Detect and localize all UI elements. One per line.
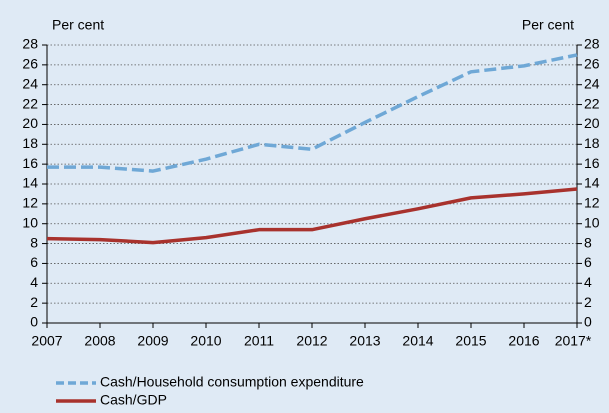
y-tick-label: 18 [22,135,38,151]
y-tick-label: 6 [30,254,38,270]
y-tick-label: 10 [22,214,38,230]
x-tick-label: 2015 [455,333,486,349]
y-tick-label: 22 [22,95,38,111]
y-tick-label: 14 [22,175,38,191]
y2-tick-label: 12 [584,195,600,211]
y2-tick-label: 24 [584,75,600,91]
y-tick-label: 12 [22,195,38,211]
y2-tick-label: 8 [584,234,592,250]
y-tick-label: 20 [22,115,38,131]
y-axis-label: Per cent [52,17,104,33]
x-tick-label: 2012 [296,333,327,349]
y2-tick-label: 0 [584,314,592,330]
x-tick-label: 2009 [137,333,168,349]
y-tick-label: 2 [30,294,38,310]
x-tick-label: 2013 [349,333,380,349]
y2-tick-label: 18 [584,135,600,151]
x-tick-label: 2008 [84,333,115,349]
y2-tick-label: 16 [584,155,600,171]
y2-tick-label: 20 [584,115,600,131]
legend-label: Cash/Household consumption expenditure [100,374,364,390]
y2-tick-label: 28 [584,36,600,52]
x-tick-label: 2010 [190,333,221,349]
y2-tick-label: 4 [584,274,592,290]
series-line [46,187,578,245]
x-tick-label: 2011 [244,333,274,349]
y2-tick-label: 22 [584,95,600,111]
y-tick-label: 4 [30,274,38,290]
y-tick-label: 0 [30,314,38,330]
y-tick-label: 8 [30,234,38,250]
y2-tick-label: 2 [584,294,592,310]
y-tick-label: 26 [22,56,38,72]
series-line [47,53,578,173]
y-tick-label: 16 [22,155,38,171]
legend-label: Cash/GDP [100,392,167,408]
y2-tick-label: 14 [584,175,600,191]
y-tick-label: 28 [22,36,38,52]
x-tick-label: 2016 [508,333,539,349]
x-tick-label: 2017* [555,333,592,349]
y2-axis-label: Per cent [522,17,574,33]
x-tick-label: 2007 [31,333,62,349]
y-tick-label: 24 [22,75,38,91]
x-tick-label: 2014 [402,333,433,349]
y2-tick-label: 10 [584,214,600,230]
y2-tick-label: 6 [584,254,592,270]
y2-tick-label: 26 [584,56,600,72]
